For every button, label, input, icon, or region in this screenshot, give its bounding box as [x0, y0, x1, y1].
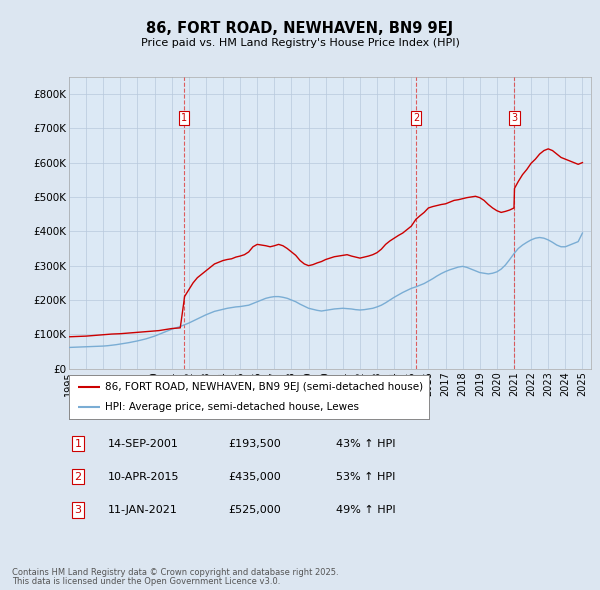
Text: 3: 3: [74, 505, 82, 514]
Text: 2: 2: [74, 472, 82, 481]
Text: 11-JAN-2021: 11-JAN-2021: [108, 505, 178, 514]
Text: 49% ↑ HPI: 49% ↑ HPI: [336, 505, 395, 514]
Text: £435,000: £435,000: [228, 472, 281, 481]
Text: 14-SEP-2001: 14-SEP-2001: [108, 439, 179, 448]
Text: £193,500: £193,500: [228, 439, 281, 448]
Text: HPI: Average price, semi-detached house, Lewes: HPI: Average price, semi-detached house,…: [105, 402, 359, 412]
Text: 43% ↑ HPI: 43% ↑ HPI: [336, 439, 395, 448]
Text: 53% ↑ HPI: 53% ↑ HPI: [336, 472, 395, 481]
Text: 86, FORT ROAD, NEWHAVEN, BN9 9EJ (semi-detached house): 86, FORT ROAD, NEWHAVEN, BN9 9EJ (semi-d…: [105, 382, 423, 392]
Text: 1: 1: [181, 113, 187, 123]
Text: 1: 1: [74, 439, 82, 448]
Text: This data is licensed under the Open Government Licence v3.0.: This data is licensed under the Open Gov…: [12, 578, 280, 586]
Text: £525,000: £525,000: [228, 505, 281, 514]
Text: 2: 2: [413, 113, 419, 123]
Text: 86, FORT ROAD, NEWHAVEN, BN9 9EJ: 86, FORT ROAD, NEWHAVEN, BN9 9EJ: [146, 21, 454, 35]
Text: Price paid vs. HM Land Registry's House Price Index (HPI): Price paid vs. HM Land Registry's House …: [140, 38, 460, 48]
Text: 10-APR-2015: 10-APR-2015: [108, 472, 179, 481]
Text: 3: 3: [511, 113, 518, 123]
Text: Contains HM Land Registry data © Crown copyright and database right 2025.: Contains HM Land Registry data © Crown c…: [12, 568, 338, 577]
